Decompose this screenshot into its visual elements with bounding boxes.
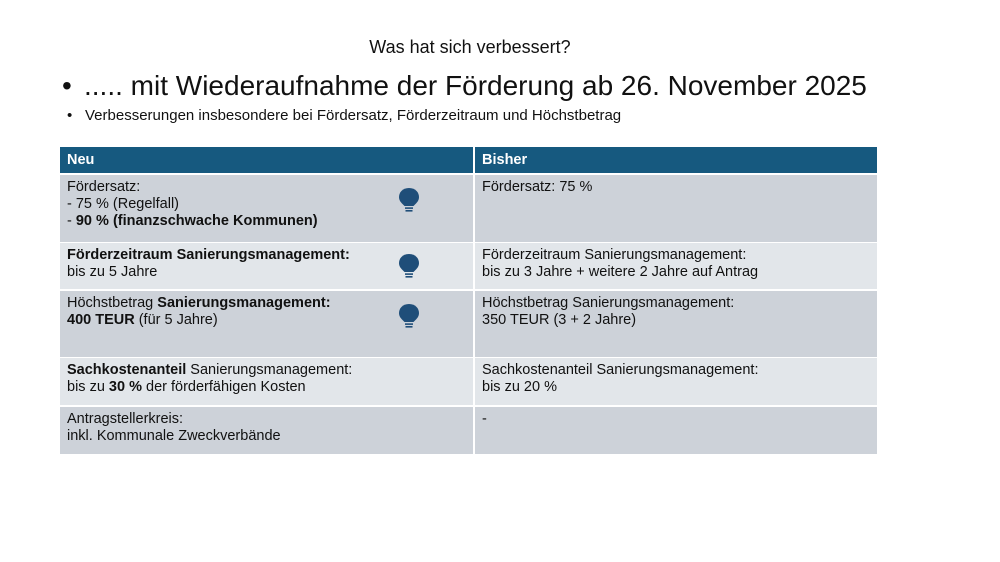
table-cell: Sachkostenanteil Sanierungsmanagement: bi…	[475, 358, 877, 405]
text-run: bis zu 20 %	[482, 379, 557, 395]
cell-line: 350 TEUR (3 + 2 Jahre)	[482, 312, 870, 329]
cell-line: bis zu 20 %	[482, 379, 870, 396]
text-run: Antragstellerkreis:	[67, 410, 184, 427]
bullet-symbol: •	[67, 107, 73, 124]
text-run: 350 TEUR (3 + 2 Jahre)	[482, 311, 637, 328]
cell-line: -	[482, 411, 870, 428]
cell-line: bis zu 30 % der förderfähigen Kosten	[67, 379, 466, 396]
bullet: ..... mit Wiederaufnahme der Förderung a…	[84, 70, 867, 101]
text-run: Förderzeitraum Sanierungsmanagement:	[67, 247, 350, 263]
text-run: -	[482, 410, 487, 427]
lightbulb-icon	[399, 254, 419, 278]
text-run: bis zu 3 Jahre + weitere 2 Jahre auf Ant…	[482, 264, 759, 280]
text-run: -	[67, 212, 76, 229]
text-run: Höchstbetrag Sanierungsmanagement:	[482, 294, 735, 311]
cell-line: bis zu 3 Jahre + weitere 2 Jahre auf Ant…	[482, 264, 870, 281]
text-run: - 75 % (Regelfall)	[67, 195, 180, 212]
cell-line: Fördersatz:	[67, 179, 466, 196]
text-run: 90 % (finanzschwache Kommunen)	[75, 212, 318, 229]
slide-title: Was hat sich verbessert?	[369, 37, 571, 57]
table-cell: -	[475, 406, 877, 454]
lightbulb-icon	[399, 303, 419, 328]
text-run: bis zu 5 Jahre	[67, 264, 158, 280]
text-run: Höchstbetrag	[67, 294, 158, 311]
lightbulb-icon	[399, 187, 419, 212]
table-cell: Förderzeitraum Sanierungsmanagement: bis …	[475, 243, 877, 289]
cell-line: Sachkostenanteil Sanierungsmanagement:	[67, 362, 466, 379]
text-run: Sanierungsmanagement:	[157, 294, 331, 311]
text-run: 400 TEUR	[67, 311, 135, 328]
text-run: der förderfähigen Kosten	[141, 379, 306, 395]
cell-line: Förderzeitraum Sanierungsmanagement:	[482, 247, 870, 264]
text-run: Fördersatz:	[67, 178, 141, 195]
table-header-cell: Neu	[60, 147, 473, 173]
cell-line: Antragstellerkreis:	[67, 411, 466, 428]
text-run: inkl. Kommunale Zweckverbände	[67, 427, 281, 444]
cell-line: Höchstbetrag Sanierungsmanagement:	[482, 295, 870, 312]
cell-line: - 90 % (finanzschwache Kommunen)	[67, 213, 466, 230]
bullet: Verbesserungen insbesondere bei Fördersa…	[85, 107, 622, 124]
cell-line: inkl. Kommunale Zweckverbände	[67, 428, 466, 445]
cell-line: bis zu 5 Jahre	[67, 264, 466, 281]
text-run: Sanierungsmanagement:	[186, 362, 353, 378]
cell-line: Förderzeitraum Sanierungsmanagement:	[67, 247, 466, 264]
cell-line: - 75 % (Regelfall)	[67, 196, 466, 213]
cell-line: 400 TEUR (für 5 Jahre)	[67, 312, 466, 329]
bullet-symbol: •	[62, 70, 72, 101]
cell-line: Höchstbetrag Sanierungsmanagement:	[67, 295, 466, 312]
text-run: Sachkostenanteil	[67, 362, 187, 378]
table-cell: Fördersatz: - 75 % (Regelfall) - 90 % (fin…	[60, 174, 473, 242]
table-cell: Höchstbetrag Sanierungsmanagement: 400 TE…	[60, 290, 473, 357]
table-cell: Höchstbetrag Sanierungsmanagement: 350 TE…	[475, 290, 877, 357]
text-run: bis zu	[67, 379, 109, 395]
text-run: Fördersatz: 75 %	[482, 178, 593, 195]
cell-line: Fördersatz: 75 %	[482, 179, 870, 196]
text-run: Förderzeitraum Sanierungsmanagement:	[482, 247, 747, 263]
text-run: Sachkostenanteil Sanierungsmanagement:	[482, 362, 759, 378]
table-cell: Antragstellerkreis: inkl. Kommunale Zweck…	[60, 406, 473, 454]
text-run: 30 %	[108, 379, 142, 395]
table-cell: Fördersatz: 75 %	[475, 174, 877, 242]
text-run: (für 5 Jahre)	[134, 311, 218, 328]
cell-line: Sachkostenanteil Sanierungsmanagement:	[482, 362, 870, 379]
table-header-cell: Bisher	[475, 147, 877, 173]
table-cell: Sachkostenanteil Sanierungsmanagement: bi…	[60, 358, 473, 405]
